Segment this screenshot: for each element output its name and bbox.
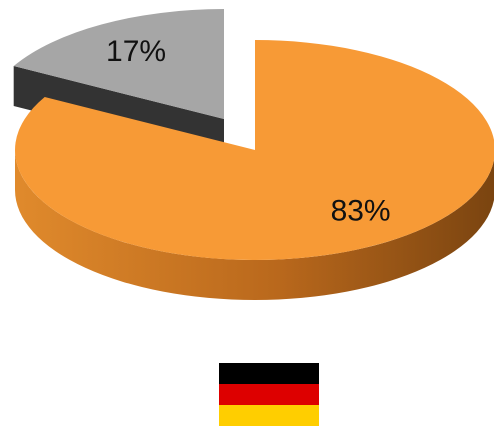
slice-17-top [13, 9, 224, 120]
flag-stripe-gold [219, 405, 319, 426]
flag-stripe-black [219, 363, 319, 384]
slice-label-17: 17% [106, 35, 166, 68]
germany-flag [219, 363, 319, 426]
slice-label-83: 83% [331, 195, 391, 228]
slice-83-outer-side [15, 150, 494, 300]
flag-stripe-red [219, 384, 319, 405]
slice-83-top [15, 40, 494, 260]
